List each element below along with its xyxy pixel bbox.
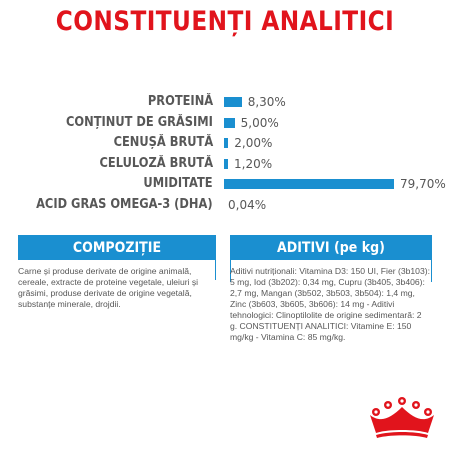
analysis-row: CELULOZĂ BRUTĂ 1,20% xyxy=(0,154,450,174)
analysis-value: 5,00% xyxy=(240,115,279,130)
composition-heading-band: COMPOZIȚIE xyxy=(18,235,216,260)
analysis-row: CENUȘĂ BRUTĂ 2,00% xyxy=(0,133,450,153)
analysis-value: 79,70% xyxy=(400,177,446,191)
composition-frame-line xyxy=(215,260,216,280)
page-title: CONSTITUENȚI ANALITICI xyxy=(55,6,395,37)
analysis-label: PROTEINĂ xyxy=(147,94,213,109)
analysis-bar xyxy=(224,179,394,189)
composition-heading: COMPOZIȚIE xyxy=(72,239,162,256)
analysis-row: PROTEINĂ 8,30% xyxy=(0,92,450,112)
analysis-row: CONȚINUT DE GRĂSIMI 5,00% xyxy=(0,113,450,133)
analysis-label: CENUȘĂ BRUTĂ xyxy=(113,135,213,150)
analysis-value: 2,00% xyxy=(234,136,273,150)
analysis-label: UMIDITATE xyxy=(143,176,213,191)
analytical-constituents-chart: PROTEINĂ 8,30% CONȚINUT DE GRĂSIMI 5,00% CEN… xyxy=(0,92,450,222)
analysis-bar xyxy=(224,158,228,169)
additives-heading: ADITIVI (pe kg) xyxy=(277,239,385,256)
additives-frame-line-right xyxy=(431,260,432,282)
analysis-value: 8,30% xyxy=(247,95,286,109)
analysis-label: ACID GRAS OMEGA-3 (DHA) xyxy=(36,196,213,212)
additives-frame-line-left xyxy=(230,260,231,282)
analysis-value: 0,04% xyxy=(228,197,267,212)
analysis-bar xyxy=(224,97,242,107)
analysis-row: UMIDITATE 79,70% xyxy=(0,174,450,194)
additives-text: Aditivi nutriționali: Vitamina D3: 150 U… xyxy=(230,266,430,342)
analysis-bar xyxy=(224,117,235,128)
analysis-row: ACID GRAS OMEGA-3 (DHA) 0,04% xyxy=(0,195,450,215)
analysis-value: 1,20% xyxy=(234,156,273,171)
analysis-bar xyxy=(224,138,229,148)
composition-text: Carne și produse derivate de origine ani… xyxy=(18,266,199,309)
analysis-label: CELULOZĂ BRUTĂ xyxy=(99,155,213,171)
analysis-label: CONȚINUT DE GRĂSIMI xyxy=(66,114,213,130)
additives-heading-band: ADITIVI (pe kg) xyxy=(230,235,432,260)
royal-canin-crown-logo xyxy=(370,397,434,438)
